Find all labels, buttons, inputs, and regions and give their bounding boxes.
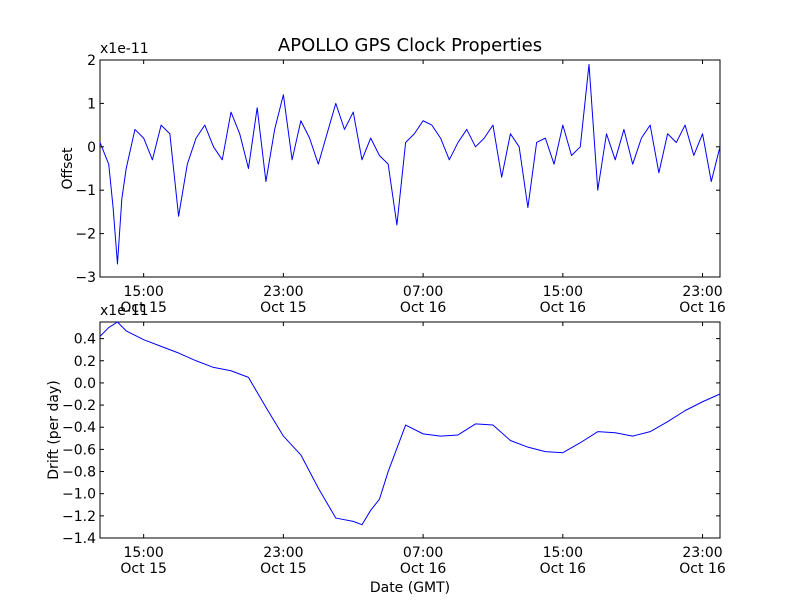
y-tick-label: −1.4	[62, 531, 96, 547]
y-tick-label: −2	[75, 227, 96, 243]
x-tick-label-time: 23:00	[682, 545, 722, 561]
x-tick-label-date: Oct 15	[260, 300, 306, 316]
x-tick-label-date: Oct 16	[679, 561, 726, 577]
x-tick-label-date: Oct 15	[120, 300, 166, 316]
x-axis-label: Date (GMT)	[370, 580, 450, 596]
y-tick-label: −0.4	[62, 420, 96, 436]
x-tick-label-date: Oct 15	[260, 561, 306, 577]
x-tick-label-date: Oct 16	[540, 300, 587, 316]
x-tick-label-time: 15:00	[543, 545, 583, 561]
y-axis-label: Drift (per day)	[46, 380, 62, 479]
x-tick-label-date: Oct 16	[540, 561, 587, 577]
x-tick-label-time: 15:00	[123, 284, 163, 300]
x-tick-label-date: Oct 15	[120, 561, 166, 577]
x-tick-label-time: 07:00	[403, 545, 443, 561]
y-tick-label: −1	[75, 183, 96, 199]
chart-title: APOLLO GPS Clock Properties	[278, 35, 542, 56]
y-tick-label: 2	[87, 53, 96, 69]
x-tick-label-time: 23:00	[263, 545, 303, 561]
y-tick-label: −3	[75, 270, 96, 286]
y-tick-label: 1	[87, 96, 96, 112]
x-tick-label-time: 23:00	[682, 284, 722, 300]
y-tick-label: −1.2	[62, 509, 96, 525]
y-tick-label: −0.8	[62, 465, 96, 481]
plot-frame	[99, 59, 721, 278]
y-tick-label: 0.2	[74, 354, 96, 370]
x-tick-label-date: Oct 16	[400, 561, 447, 577]
series-line	[99, 63, 721, 265]
x-tick-label-date: Oct 16	[400, 300, 447, 316]
x-tick-label-time: 15:00	[543, 284, 583, 300]
y-axis-label: Offset	[60, 147, 76, 190]
y-tick-label: 0	[87, 140, 96, 156]
drift-panel: 0.4 0.2 0.0 −0.2 −0.4 −0.6 −0.8 −1.0 −1.2 −1.4 15:…	[46, 303, 726, 596]
y-scale-label: x1e-11	[100, 41, 149, 57]
y-tick-label: −1.0	[62, 487, 96, 503]
y-tick-label: 0.4	[74, 332, 96, 348]
x-tick-label-time: 07:00	[403, 284, 443, 300]
plot-frame	[99, 321, 721, 539]
y-tick-label: 0.0	[74, 376, 96, 392]
y-tick-label: −0.6	[62, 442, 96, 458]
y-scale-label: x1e-11	[100, 303, 149, 319]
series-line	[99, 321, 721, 526]
x-tick-label-time: 23:00	[263, 284, 303, 300]
y-tick-label: −0.2	[62, 398, 96, 414]
x-tick-label-date: Oct 16	[679, 300, 726, 316]
x-tick-label-time: 15:00	[123, 545, 163, 561]
